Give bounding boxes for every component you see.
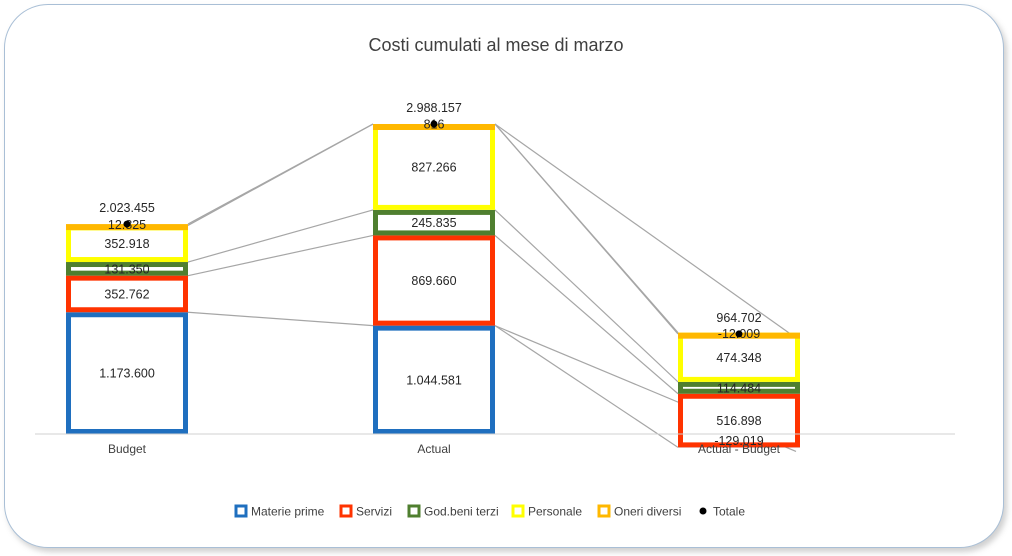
total-marker — [430, 120, 438, 128]
connector-line — [187, 311, 374, 327]
data-label: 474.348 — [716, 351, 761, 365]
stacked-bar-chart: Costi cumulati al mese di marzo 1.173.60… — [35, 35, 955, 519]
legend-label: Totale — [713, 505, 745, 519]
total-label: 964.702 — [716, 311, 761, 325]
connector-line — [494, 234, 679, 395]
legend-swatch — [511, 504, 525, 518]
data-label: 114.484 — [717, 381, 761, 395]
category-label: Actual - Budget — [698, 442, 781, 456]
chart-title: Costi cumulati al mese di marzo — [368, 35, 623, 55]
legend-label: God.beni terzi — [424, 505, 499, 519]
legend-swatch — [407, 504, 421, 518]
bar-segment — [66, 275, 188, 313]
legend-label: Materie prime — [251, 505, 325, 519]
category-label: Actual — [417, 442, 450, 456]
connector-line — [494, 209, 679, 383]
data-label: 245.835 — [411, 216, 456, 230]
data-label: 1.173.600 — [99, 367, 155, 381]
connector-line — [187, 123, 374, 225]
connector-line — [494, 123, 797, 339]
legend: Materie prime Servizi God.beni terzi Person… — [234, 504, 745, 519]
legend-swatch — [597, 504, 611, 518]
data-labels: 1.173.600352.762131.350352.91812.8252.02… — [99, 101, 764, 448]
connector-line — [494, 123, 679, 335]
bar-segment — [678, 381, 800, 394]
connector-line — [187, 209, 374, 263]
bar-segment — [678, 393, 800, 448]
data-label: 1.044.581 — [406, 373, 462, 387]
connector-lines — [187, 123, 797, 452]
bar-segment — [373, 124, 495, 210]
category-labels: Budget Actual Actual - Budget — [108, 442, 781, 456]
data-label: 869.660 — [411, 274, 456, 288]
total-label: 2.988.157 — [406, 101, 462, 115]
data-label: 827.266 — [411, 160, 456, 174]
bar-segment — [66, 312, 188, 435]
legend-swatch — [339, 504, 353, 518]
data-label: -129.019 — [714, 434, 763, 448]
bar-segment — [373, 209, 495, 236]
bars — [66, 123, 800, 448]
total-label: 2.023.455 — [99, 201, 155, 215]
legend-label: Servizi — [356, 505, 392, 519]
connector-line — [494, 325, 679, 448]
data-label: 352.762 — [104, 287, 149, 301]
legend-label: Personale — [528, 505, 582, 519]
connector-line — [187, 234, 374, 277]
bar-segment — [373, 325, 495, 435]
data-label: 352.918 — [104, 237, 149, 251]
legend-label: Oneri diversi — [614, 505, 681, 519]
legend-swatch — [699, 507, 707, 515]
bar-segment — [66, 262, 188, 276]
legend-swatch — [234, 504, 248, 518]
category-label: Budget — [108, 442, 147, 456]
data-label: 131.350 — [104, 262, 149, 276]
data-label: 516.898 — [716, 414, 761, 428]
total-marker — [735, 330, 743, 338]
bar-segment — [373, 235, 495, 326]
chart-frame: Costi cumulati al mese di marzo 1.173.60… — [4, 4, 1004, 548]
total-marker — [123, 220, 131, 228]
